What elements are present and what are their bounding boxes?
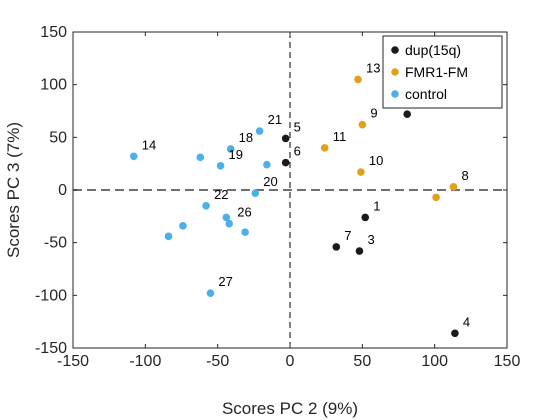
point-label: 11 [333, 129, 347, 144]
legend-box [382, 35, 503, 109]
x-tick-label: 0 [286, 353, 295, 370]
x-tick-label: 100 [421, 353, 448, 370]
data-point [164, 232, 173, 241]
data-point [432, 193, 440, 202]
legend-marker [391, 46, 399, 54]
data-point [206, 289, 215, 298]
data-point [354, 75, 362, 84]
data-point [449, 183, 458, 191]
reference-lines [73, 32, 507, 348]
y-tick-label: -100 [35, 287, 67, 304]
data-point [361, 213, 370, 222]
y-tick-label: 150 [40, 24, 67, 41]
data-point [358, 120, 367, 129]
data-point [332, 243, 341, 251]
data-point [226, 145, 235, 153]
y-tick-label: 100 [40, 77, 67, 94]
data-point [241, 228, 249, 236]
legend-entry: dup(15q) [405, 42, 461, 58]
point-label: 19 [229, 147, 243, 162]
y-tick-label: -50 [44, 235, 67, 252]
legend-marker [391, 68, 399, 76]
point-label: 22 [214, 187, 228, 202]
point-label: 8 [461, 168, 468, 183]
y-tick-label: -150 [35, 340, 67, 357]
point-label: 26 [237, 205, 251, 220]
data-point [355, 247, 364, 255]
legend-marker [391, 90, 399, 98]
point-label: 14 [142, 137, 156, 152]
data-point [320, 144, 329, 152]
point-label: 5 [294, 119, 301, 134]
x-tick-label: -50 [206, 353, 229, 370]
x-tick-label: -150 [57, 353, 89, 370]
y-tick-label: 0 [58, 182, 67, 199]
data-point [196, 153, 205, 162]
point-label: 9 [370, 106, 377, 121]
point-label: 18 [239, 130, 253, 145]
data-point [255, 127, 264, 135]
data-point [451, 329, 459, 338]
x-tick-label: -100 [129, 353, 161, 370]
point-labels: 1234567891011131418192120222627 [142, 60, 470, 329]
x-tick-label: 50 [353, 353, 371, 370]
y-axis-label: Scores PC 3 (7%) [4, 122, 23, 258]
point-label: 3 [367, 232, 374, 247]
legend: dup(15q) FMR1-FM control [382, 35, 503, 109]
point-label: 13 [366, 60, 380, 75]
data-points [129, 75, 459, 338]
point-label: 20 [263, 174, 277, 189]
x-tick-label: 150 [494, 353, 521, 370]
legend-entry: control [405, 86, 447, 102]
data-point [251, 189, 260, 197]
point-label: 10 [369, 153, 383, 168]
legend-entry: FMR1-FM [405, 64, 468, 80]
data-point [281, 134, 290, 143]
data-point [281, 158, 290, 167]
data-point [263, 160, 271, 169]
data-point [403, 110, 411, 118]
data-point [202, 202, 210, 210]
x-axis-label: Scores PC 2 (9%) [222, 399, 358, 418]
data-point [225, 219, 234, 228]
point-label: 7 [344, 228, 351, 243]
axis-ticks: -150 -100 -50 0 50 100 150 150 100 50 0 -50 -100 -150 [35, 24, 520, 370]
y-tick-label: 50 [49, 129, 67, 146]
point-label: 6 [294, 144, 301, 159]
point-label: 1 [373, 198, 380, 213]
data-point [179, 222, 187, 230]
point-label: 21 [268, 112, 282, 127]
point-label: 27 [218, 274, 232, 289]
point-label: 4 [463, 314, 470, 329]
data-point [216, 161, 225, 170]
data-point [222, 213, 231, 222]
data-point [129, 152, 138, 161]
data-point [357, 168, 365, 176]
